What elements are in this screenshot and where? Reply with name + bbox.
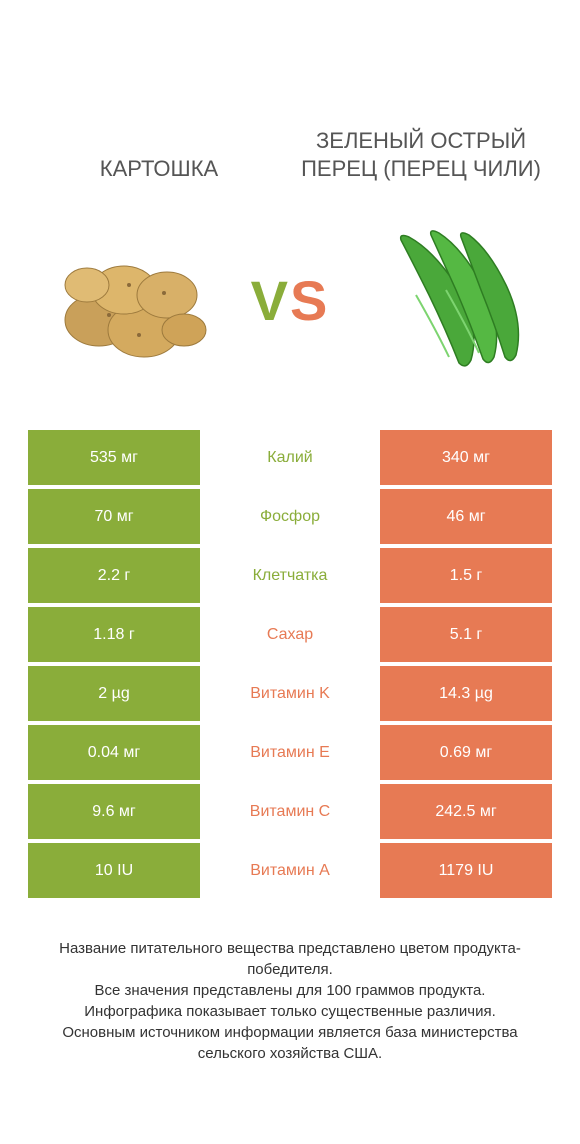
right-value-cell: 340 мг bbox=[380, 430, 552, 485]
table-row: 10 IUВитамин A1179 IU bbox=[28, 843, 552, 898]
comparison-table: 535 мгКалий340 мг70 мгФосфор46 мг2.2 гКл… bbox=[28, 430, 552, 898]
left-value-cell: 0.04 мг bbox=[28, 725, 200, 780]
left-product-title: КАРТОШКА bbox=[28, 155, 290, 191]
right-value-cell: 14.3 µg bbox=[380, 666, 552, 721]
potato-icon bbox=[49, 235, 214, 365]
header-right-col: ЗЕЛЕНЫЙ ОСТРЫЙ ПЕРЕЦ (ПЕРЕЦ ЧИЛИ) bbox=[290, 127, 552, 190]
left-value-cell: 2.2 г bbox=[28, 548, 200, 603]
right-value-cell: 5.1 г bbox=[380, 607, 552, 662]
table-row: 1.18 гСахар5.1 г bbox=[28, 607, 552, 662]
footer-line-1: Название питательного вещества представл… bbox=[38, 938, 542, 980]
left-value-cell: 70 мг bbox=[28, 489, 200, 544]
right-image-cell bbox=[345, 225, 552, 375]
footer-notes: Название питательного вещества представл… bbox=[28, 938, 552, 1064]
vs-letter-s: S bbox=[290, 269, 329, 332]
nutrient-label-cell: Калий bbox=[200, 430, 380, 485]
nutrient-label-cell: Клетчатка bbox=[200, 548, 380, 603]
left-value-cell: 10 IU bbox=[28, 843, 200, 898]
footer-line-3: Инфографика показывает только существенн… bbox=[38, 1001, 542, 1022]
nutrient-label-cell: Сахар bbox=[200, 607, 380, 662]
header-row: КАРТОШКА ЗЕЛЕНЫЙ ОСТРЫЙ ПЕРЕЦ (ПЕРЕЦ ЧИЛ… bbox=[28, 20, 552, 190]
footer-line-2: Все значения представлены для 100 граммо… bbox=[38, 980, 542, 1001]
right-product-title: ЗЕЛЕНЫЙ ОСТРЫЙ ПЕРЕЦ (ПЕРЕЦ ЧИЛИ) bbox=[290, 127, 552, 190]
table-row: 2 µgВитамин K14.3 µg bbox=[28, 666, 552, 721]
table-row: 70 мгФосфор46 мг bbox=[28, 489, 552, 544]
images-row: VS bbox=[28, 200, 552, 400]
table-row: 0.04 мгВитамин E0.69 мг bbox=[28, 725, 552, 780]
left-value-cell: 1.18 г bbox=[28, 607, 200, 662]
left-value-cell: 9.6 мг bbox=[28, 784, 200, 839]
right-value-cell: 242.5 мг bbox=[380, 784, 552, 839]
right-value-cell: 1.5 г bbox=[380, 548, 552, 603]
nutrient-label-cell: Витамин A bbox=[200, 843, 380, 898]
table-row: 535 мгКалий340 мг bbox=[28, 430, 552, 485]
left-value-cell: 2 µg bbox=[28, 666, 200, 721]
vs-cell: VS bbox=[235, 268, 345, 333]
nutrient-label-cell: Витамин K bbox=[200, 666, 380, 721]
nutrient-label-cell: Фосфор bbox=[200, 489, 380, 544]
footer-line-4: Основным источником информации является … bbox=[38, 1022, 542, 1064]
left-image-cell bbox=[28, 235, 235, 365]
nutrient-label-cell: Витамин E bbox=[200, 725, 380, 780]
right-value-cell: 0.69 мг bbox=[380, 725, 552, 780]
left-value-cell: 535 мг bbox=[28, 430, 200, 485]
nutrient-label-cell: Витамин C bbox=[200, 784, 380, 839]
right-value-cell: 1179 IU bbox=[380, 843, 552, 898]
vs-letter-v: V bbox=[251, 269, 290, 332]
header-left-col: КАРТОШКА bbox=[28, 155, 290, 191]
chili-icon bbox=[361, 225, 536, 375]
right-value-cell: 46 мг bbox=[380, 489, 552, 544]
table-row: 2.2 гКлетчатка1.5 г bbox=[28, 548, 552, 603]
table-row: 9.6 мгВитамин C242.5 мг bbox=[28, 784, 552, 839]
infographic-container: КАРТОШКА ЗЕЛЕНЫЙ ОСТРЫЙ ПЕРЕЦ (ПЕРЕЦ ЧИЛ… bbox=[0, 0, 580, 1064]
